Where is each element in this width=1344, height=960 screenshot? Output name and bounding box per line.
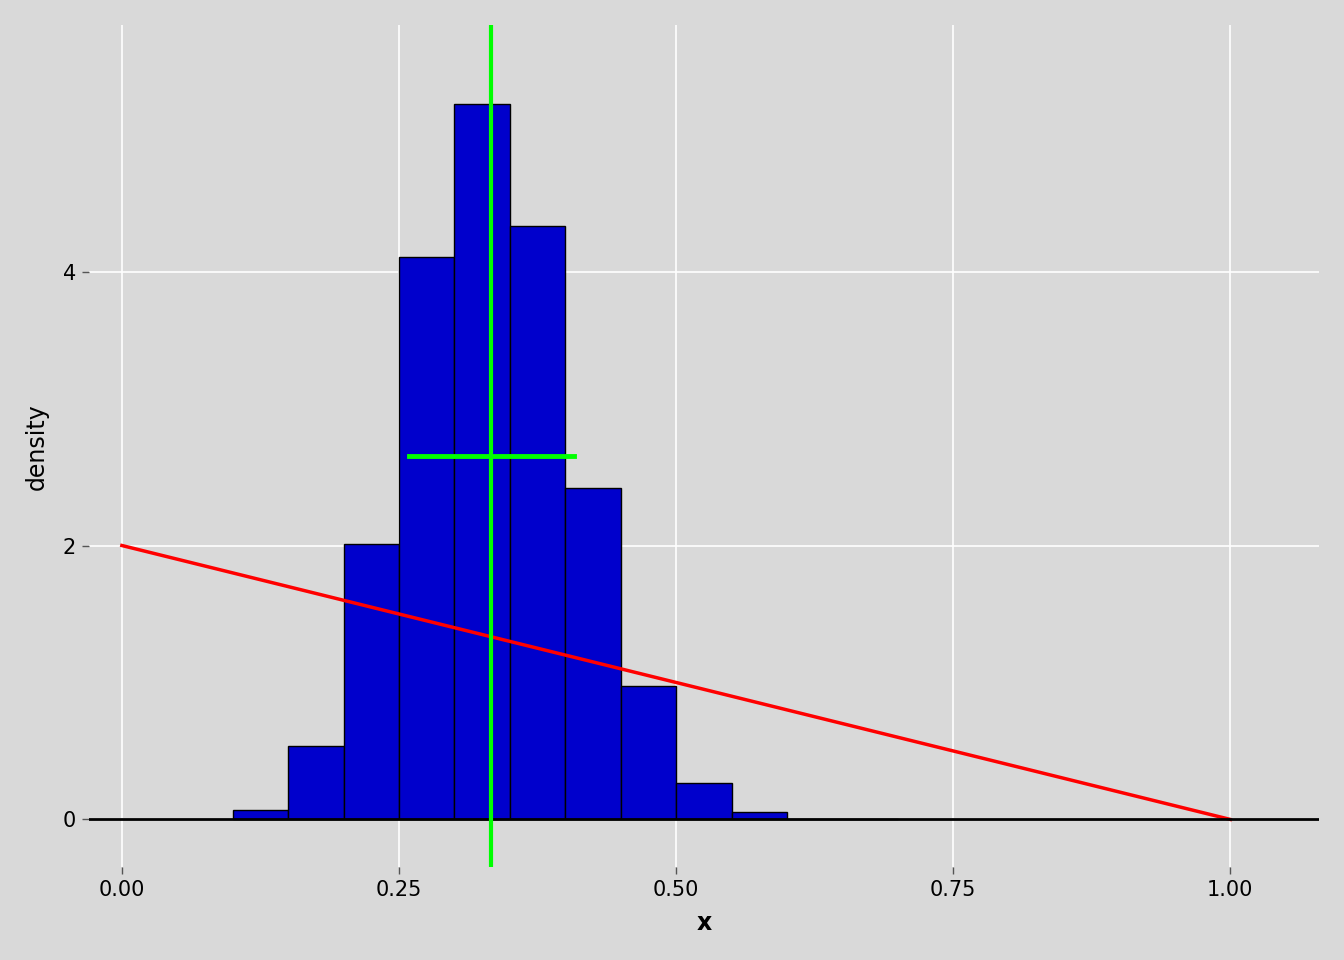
Bar bbox=[509, 226, 566, 820]
X-axis label: x: x bbox=[696, 911, 711, 935]
Bar bbox=[676, 782, 731, 820]
Bar bbox=[288, 746, 344, 820]
Bar bbox=[344, 543, 399, 820]
Bar bbox=[454, 104, 509, 820]
Y-axis label: density: density bbox=[26, 403, 48, 490]
Bar bbox=[731, 812, 788, 820]
Bar bbox=[621, 686, 676, 820]
Bar bbox=[233, 810, 288, 820]
Bar bbox=[399, 256, 454, 820]
Bar bbox=[566, 489, 621, 820]
